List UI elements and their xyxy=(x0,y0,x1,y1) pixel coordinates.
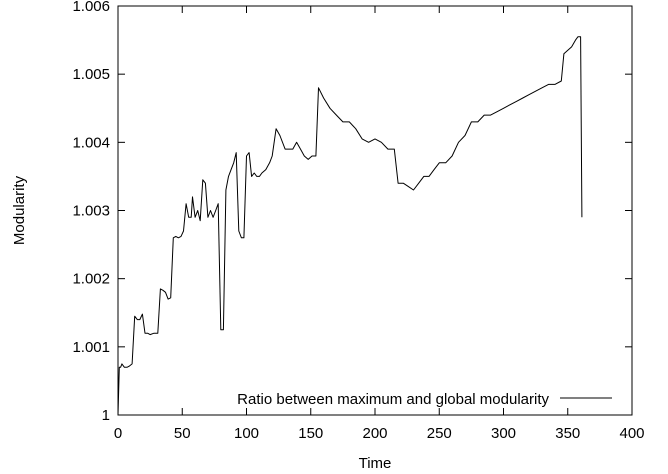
y-tick-label: 1.005 xyxy=(72,66,110,83)
y-axis-ticks: 1 1.001 1.002 1.003 1.004 1.005 1.006 xyxy=(72,0,632,424)
x-axis-title: Time xyxy=(359,455,392,472)
x-tick-label: 50 xyxy=(174,425,191,442)
y-tick-label: 1.004 xyxy=(72,134,110,151)
x-tick-label: 100 xyxy=(234,425,259,442)
y-tick-label: 1.006 xyxy=(72,0,110,15)
x-tick-label: 300 xyxy=(491,425,516,442)
x-axis-ticks: 0 50 100 150 200 250 300 350 400 xyxy=(114,6,645,442)
x-tick-label: 150 xyxy=(298,425,323,442)
x-tick-label: 0 xyxy=(114,425,122,442)
y-tick-label: 1.003 xyxy=(72,203,110,220)
plot-frame xyxy=(117,5,633,416)
legend-label: Ratio between maximum and global modular… xyxy=(237,391,549,408)
legend: Ratio between maximum and global modular… xyxy=(237,391,612,408)
x-tick-label: 200 xyxy=(362,425,387,442)
series-layer xyxy=(117,36,583,416)
x-tick-label: 250 xyxy=(427,425,452,442)
x-tick-label: 350 xyxy=(555,425,580,442)
y-tick-label: 1.001 xyxy=(72,339,110,356)
y-axis-title: Modularity xyxy=(11,175,28,245)
series-line-0 xyxy=(117,36,583,416)
x-tick-label: 400 xyxy=(619,425,644,442)
y-tick-label: 1 xyxy=(102,407,110,424)
y-tick-label: 1.002 xyxy=(72,271,110,288)
plot-border xyxy=(117,5,633,416)
